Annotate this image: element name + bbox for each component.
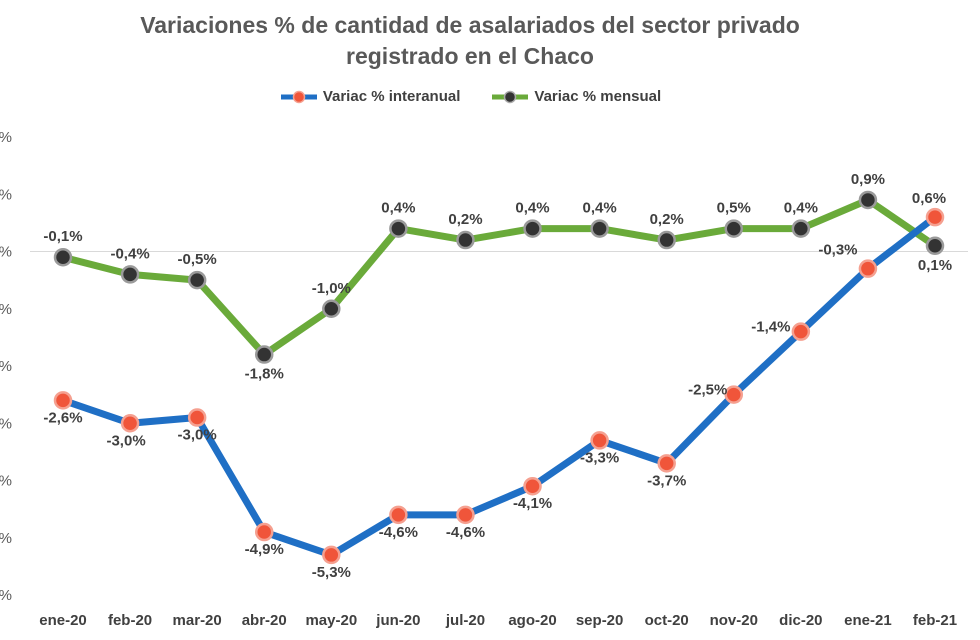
x-tick-label: jun-20 [375,612,420,629]
data-label: 0,4% [381,200,415,217]
data-label: -2,6% [43,409,82,426]
data-label: -4,9% [245,541,284,558]
data-label: -2,5% [688,382,727,399]
y-tick-label: -3% [0,415,12,432]
legend-item-interanual: Variac % interanual [279,88,461,105]
data-point [187,408,207,427]
data-label: 0,4% [515,200,549,217]
data-label: -4,1% [513,495,552,512]
y-tick-label: 2% [0,129,12,146]
data-point [523,476,542,496]
data-label: -4,6% [446,524,485,541]
x-tick-label: ene-20 [39,612,87,629]
data-point [120,414,140,433]
x-tick-label: oct-20 [645,612,689,629]
x-tick-label: ene-21 [844,612,892,629]
data-label: -0,4% [110,245,149,262]
x-tick-label: may-20 [305,612,357,629]
data-point [590,219,609,238]
data-label: -1,8% [245,366,284,383]
y-tick-label: 0% [0,244,12,261]
data-label: 0,6% [912,190,946,207]
data-label: -0,1% [43,228,82,245]
series-line-interanual [61,214,938,559]
x-tick-label: ago-20 [508,612,556,629]
x-tick-label: jul-20 [445,612,485,629]
data-label: 0,4% [583,200,617,217]
data-point [791,322,811,341]
data-label: -5,3% [312,564,351,581]
data-point [53,391,73,410]
data-label: 0,1% [918,257,952,274]
data-label: 0,4% [784,200,818,217]
data-point [322,545,341,565]
data-label: -0,5% [178,251,217,268]
data-label: -3,3% [580,449,619,466]
x-tick-label: nov-20 [710,612,758,629]
data-label: -1,4% [751,319,790,336]
data-point [791,219,811,238]
x-tick-label: feb-21 [913,612,957,629]
data-point [925,207,945,227]
legend: Variac % interanual Variac % mensual [0,88,940,105]
x-tick-label: mar-20 [173,612,222,629]
y-tick-label: -1% [0,301,12,318]
x-tick-label: sep-20 [576,612,624,629]
data-point [389,505,408,525]
legend-marker-mensual-icon [492,90,529,103]
data-point [590,431,609,450]
data-point [322,299,341,318]
data-label: 0,2% [650,211,684,228]
series-line-mensual [62,196,937,359]
data-label: -0,3% [818,242,857,259]
data-label: -3,0% [178,427,217,444]
y-tick-label: 1% [0,186,12,203]
data-label: -4,6% [379,524,418,541]
y-tick-label: -4% [0,473,12,490]
chart-title-line-2: registrado en el Chaco [346,43,594,69]
legend-label-interanual: Variac % interanual [322,88,461,105]
data-point [120,265,140,284]
data-label: -1,0% [312,280,351,297]
data-point [657,454,676,473]
data-label: -3,7% [647,472,686,489]
data-point [858,190,878,210]
data-point [53,247,73,267]
data-label: -3,0% [106,432,145,449]
chart-title-line-1: Variaciones % de cantidad de asalariados… [140,12,800,38]
data-point [858,259,878,278]
data-label: 0,9% [851,171,885,188]
legend-label-mensual: Variac % mensual [534,88,662,105]
data-point [925,236,945,256]
chart-title: Variaciones % de cantidad de asalariados… [0,10,940,72]
data-point [389,219,408,238]
y-tick-label: -6% [0,587,12,604]
data-point [724,385,744,404]
x-tick-label: feb-20 [108,612,152,629]
data-point [657,230,676,250]
legend-item-mensual: Variac % mensual [490,88,661,105]
data-point [724,219,744,238]
data-point [456,230,475,250]
data-point [254,345,274,364]
data-point [523,219,542,238]
y-tick-label: -5% [0,530,12,547]
y-tick-label: -2% [0,358,12,375]
data-point [187,270,207,290]
data-label: 0,5% [717,200,751,217]
data-point [254,522,274,542]
data-point [456,505,475,525]
legend-marker-interanual-icon [280,90,317,103]
x-tick-label: abr-20 [242,612,287,629]
data-label: 0,2% [448,211,482,228]
x-tick-label: dic-20 [779,612,822,629]
